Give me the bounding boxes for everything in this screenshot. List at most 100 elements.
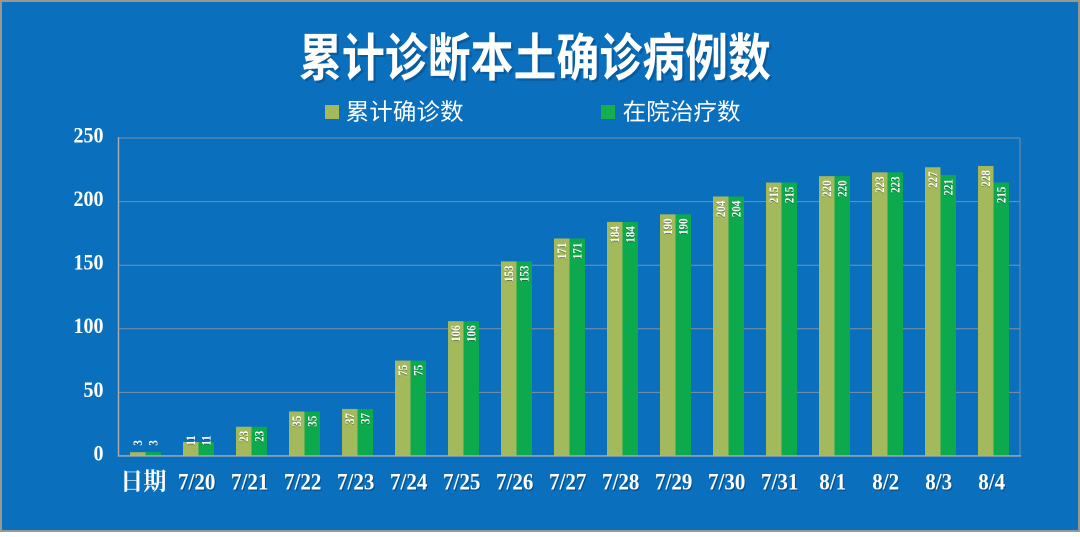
svg-text:215: 215 [782,187,797,204]
svg-text:106: 106 [464,326,479,343]
svg-text:23: 23 [252,432,267,443]
svg-text:215: 215 [766,187,781,204]
svg-text:23: 23 [252,431,267,442]
svg-text:8/3: 8/3 [925,468,952,494]
svg-text:11: 11 [199,435,214,445]
svg-text:7/30: 7/30 [708,468,745,494]
svg-text:221: 221 [941,180,956,197]
svg-text:37: 37 [358,414,373,425]
svg-text:215: 215 [782,188,797,205]
svg-text:7/28: 7/28 [602,468,639,494]
svg-text:37: 37 [342,414,357,425]
svg-text:220: 220 [835,181,850,198]
svg-text:7/31: 7/31 [762,470,799,496]
svg-text:204: 204 [713,202,728,219]
svg-text:171: 171 [570,243,585,260]
svg-text:150: 150 [74,250,104,275]
svg-text:7/29: 7/29 [656,470,693,496]
svg-text:3: 3 [130,440,145,446]
svg-text:8/4: 8/4 [978,468,1005,494]
svg-text:75: 75 [395,365,410,376]
svg-text:220: 220 [819,180,834,197]
svg-text:190: 190 [676,219,691,236]
svg-text:8/4: 8/4 [979,470,1006,496]
svg-text:11: 11 [183,436,198,446]
svg-text:204: 204 [729,202,744,219]
svg-text:171: 171 [554,244,569,261]
svg-text:215: 215 [994,187,1009,204]
svg-text:23: 23 [236,432,251,443]
svg-text:223: 223 [872,178,887,195]
svg-text:7/23: 7/23 [338,470,375,496]
svg-text:200: 200 [74,186,104,211]
svg-text:7/25: 7/25 [443,468,480,494]
svg-text:3: 3 [146,440,161,446]
svg-text:220: 220 [835,180,850,197]
svg-text:7/27: 7/27 [550,470,587,496]
svg-text:35: 35 [289,417,304,428]
svg-text:37: 37 [358,413,373,424]
svg-text:11: 11 [199,436,214,446]
svg-text:106: 106 [464,325,479,342]
svg-text:8/1: 8/1 [819,468,846,494]
svg-text:250: 250 [74,122,104,147]
svg-text:228: 228 [978,170,993,187]
svg-text:7/25: 7/25 [444,470,481,496]
svg-text:8/2: 8/2 [872,468,899,494]
svg-text:204: 204 [729,201,744,218]
svg-text:35: 35 [305,417,320,428]
svg-text:7/24: 7/24 [391,470,428,496]
svg-text:7/21: 7/21 [232,470,269,496]
svg-text:228: 228 [978,171,993,188]
svg-text:3: 3 [146,441,161,447]
svg-text:7/21: 7/21 [231,468,268,494]
svg-text:190: 190 [660,219,675,236]
svg-text:37: 37 [342,413,357,424]
svg-text:7/28: 7/28 [603,470,640,496]
svg-text:153: 153 [517,267,532,284]
svg-text:223: 223 [888,178,903,195]
svg-text:184: 184 [623,227,638,244]
svg-text:3: 3 [130,441,145,447]
svg-text:153: 153 [517,266,532,283]
svg-text:7/29: 7/29 [655,468,692,494]
svg-text:215: 215 [994,188,1009,205]
svg-text:190: 190 [660,220,675,237]
svg-text:7/22: 7/22 [285,470,322,496]
svg-text:7/26: 7/26 [496,468,533,494]
svg-text:7/30: 7/30 [709,470,746,496]
svg-text:35: 35 [305,416,320,427]
svg-text:153: 153 [501,267,516,284]
svg-text:7/20: 7/20 [178,468,215,494]
svg-text:171: 171 [570,244,585,261]
svg-text:75: 75 [411,366,426,377]
svg-text:8/1: 8/1 [820,470,847,496]
svg-text:223: 223 [888,177,903,194]
svg-text:184: 184 [607,227,622,244]
svg-text:7/26: 7/26 [497,470,534,496]
svg-text:100: 100 [74,313,104,338]
svg-text:190: 190 [676,220,691,237]
svg-text:0: 0 [94,440,104,465]
svg-text:204: 204 [713,201,728,218]
svg-text:50: 50 [84,377,104,402]
svg-text:171: 171 [554,243,569,260]
svg-text:106: 106 [448,325,463,342]
svg-text:35: 35 [289,416,304,427]
svg-text:227: 227 [925,173,940,190]
svg-text:153: 153 [501,266,516,283]
svg-text:75: 75 [411,365,426,376]
svg-text:11: 11 [183,435,198,445]
svg-text:223: 223 [872,177,887,194]
svg-text:8/3: 8/3 [926,470,953,496]
svg-text:7/23: 7/23 [337,468,374,494]
svg-text:75: 75 [395,366,410,377]
svg-text:184: 184 [607,226,622,243]
svg-text:7/20: 7/20 [179,470,216,496]
svg-text:227: 227 [925,172,940,189]
svg-text:23: 23 [236,431,251,442]
svg-text:7/27: 7/27 [549,468,586,494]
svg-text:184: 184 [623,226,638,243]
svg-text:7/31: 7/31 [761,468,798,494]
svg-text:221: 221 [941,179,956,196]
